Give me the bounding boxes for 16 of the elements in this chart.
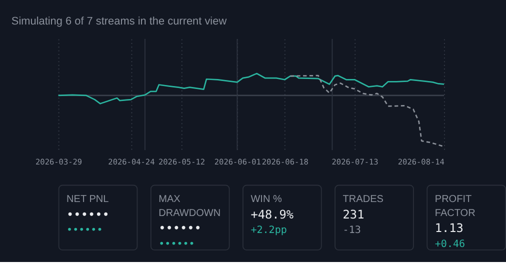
text: +48.9% xyxy=(250,208,294,222)
text: •••••• xyxy=(66,208,110,222)
text: •••••• xyxy=(158,238,195,250)
text: +2.2pp xyxy=(250,225,287,236)
text: •••••• xyxy=(158,221,202,236)
text: •••••• xyxy=(66,225,103,236)
text: 231 xyxy=(342,208,364,222)
text: 1.13 xyxy=(434,221,464,236)
text: NET PNL xyxy=(66,194,110,206)
text: TRADES xyxy=(342,194,384,206)
text: +0.46 xyxy=(434,238,466,250)
text: MAX DRAWDOWN xyxy=(158,194,221,219)
chart-title: Simulating 6 of 7 streams in the current view xyxy=(11,15,227,28)
text: PROFIT FACTOR xyxy=(434,194,476,219)
text: -13 xyxy=(342,225,361,236)
text: WIN % xyxy=(250,194,282,206)
